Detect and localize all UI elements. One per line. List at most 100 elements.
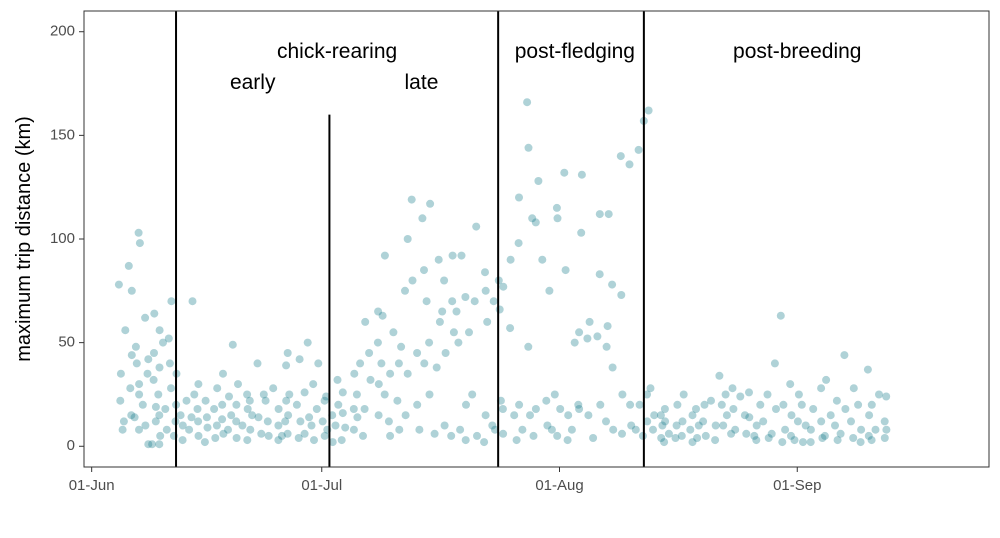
data-point	[553, 431, 562, 440]
data-point	[420, 266, 428, 275]
data-point	[564, 411, 573, 420]
data-point	[418, 214, 427, 223]
data-point	[408, 276, 417, 285]
data-point	[353, 413, 362, 422]
data-point	[225, 392, 233, 401]
data-point	[425, 390, 434, 399]
data-point	[779, 400, 788, 409]
data-point	[162, 425, 171, 434]
data-point	[672, 421, 681, 430]
data-point	[495, 305, 504, 314]
data-point	[135, 390, 144, 399]
data-point	[232, 434, 241, 442]
data-point	[506, 255, 515, 264]
data-point	[514, 239, 523, 248]
data-point	[515, 193, 523, 202]
data-point	[664, 429, 673, 438]
data-point	[729, 405, 738, 413]
data-point	[144, 440, 153, 449]
data-point	[736, 392, 745, 401]
data-point	[731, 425, 740, 434]
data-point	[154, 390, 163, 399]
data-point	[867, 436, 876, 445]
data-point	[711, 421, 720, 430]
data-point	[787, 431, 795, 440]
data-point	[693, 434, 702, 442]
data-point	[575, 405, 584, 413]
data-point	[480, 438, 489, 447]
data-point	[228, 340, 237, 349]
data-point	[786, 380, 795, 389]
data-point	[512, 436, 521, 445]
data-point	[660, 405, 669, 413]
data-point	[284, 411, 293, 420]
data-point	[721, 390, 730, 399]
data-point	[300, 429, 309, 438]
data-point	[833, 436, 842, 445]
data-point	[438, 307, 447, 316]
data-point	[341, 423, 350, 432]
y-tick-label: 200	[50, 23, 75, 40]
data-point	[155, 440, 164, 449]
data-point	[116, 369, 125, 378]
data-point	[523, 98, 532, 107]
data-point	[384, 417, 393, 426]
data-point	[248, 411, 257, 420]
data-point	[717, 400, 726, 409]
data-point	[143, 369, 152, 378]
data-point	[488, 421, 497, 430]
data-point	[832, 396, 841, 405]
data-point	[618, 390, 627, 399]
data-point	[618, 429, 626, 438]
data-point	[722, 411, 731, 420]
data-point	[374, 307, 383, 316]
data-point	[750, 431, 759, 440]
data-point	[114, 280, 123, 289]
data-point	[320, 396, 329, 405]
data-point	[856, 438, 865, 447]
data-point	[238, 421, 247, 430]
data-point	[202, 413, 211, 422]
data-point	[841, 405, 850, 413]
data-point	[867, 400, 876, 409]
x-tick-label: 01-Jul	[301, 477, 342, 494]
data-point	[393, 396, 402, 405]
data-point	[752, 436, 761, 445]
data-point	[882, 392, 891, 401]
data-point	[649, 425, 657, 434]
data-point	[401, 286, 409, 295]
data-point	[799, 438, 807, 447]
data-point	[167, 384, 175, 393]
data-point	[547, 425, 556, 434]
data-point	[574, 400, 583, 409]
data-point	[395, 425, 404, 434]
data-point	[452, 307, 461, 316]
data-point	[707, 396, 715, 405]
data-point	[603, 322, 612, 331]
data-point	[767, 429, 776, 438]
data-point	[124, 261, 133, 270]
data-point	[646, 384, 655, 393]
data-point	[187, 413, 196, 422]
data-point	[745, 413, 754, 422]
period-label: post-breeding	[733, 40, 861, 63]
data-point	[577, 228, 586, 237]
data-point	[141, 421, 150, 430]
data-point	[584, 411, 593, 420]
data-point	[314, 359, 323, 368]
data-point	[840, 351, 849, 360]
data-point	[432, 363, 441, 372]
data-point	[643, 390, 651, 399]
data-point	[679, 390, 688, 399]
data-point	[349, 405, 358, 413]
data-point	[144, 355, 153, 364]
data-point	[219, 369, 227, 378]
data-point	[545, 286, 554, 295]
y-tick-label: 100	[50, 230, 75, 247]
data-point	[350, 369, 359, 378]
data-point	[274, 405, 283, 413]
data-point	[534, 177, 543, 185]
data-point	[596, 400, 605, 409]
data-point	[261, 396, 270, 405]
data-point	[561, 266, 570, 275]
